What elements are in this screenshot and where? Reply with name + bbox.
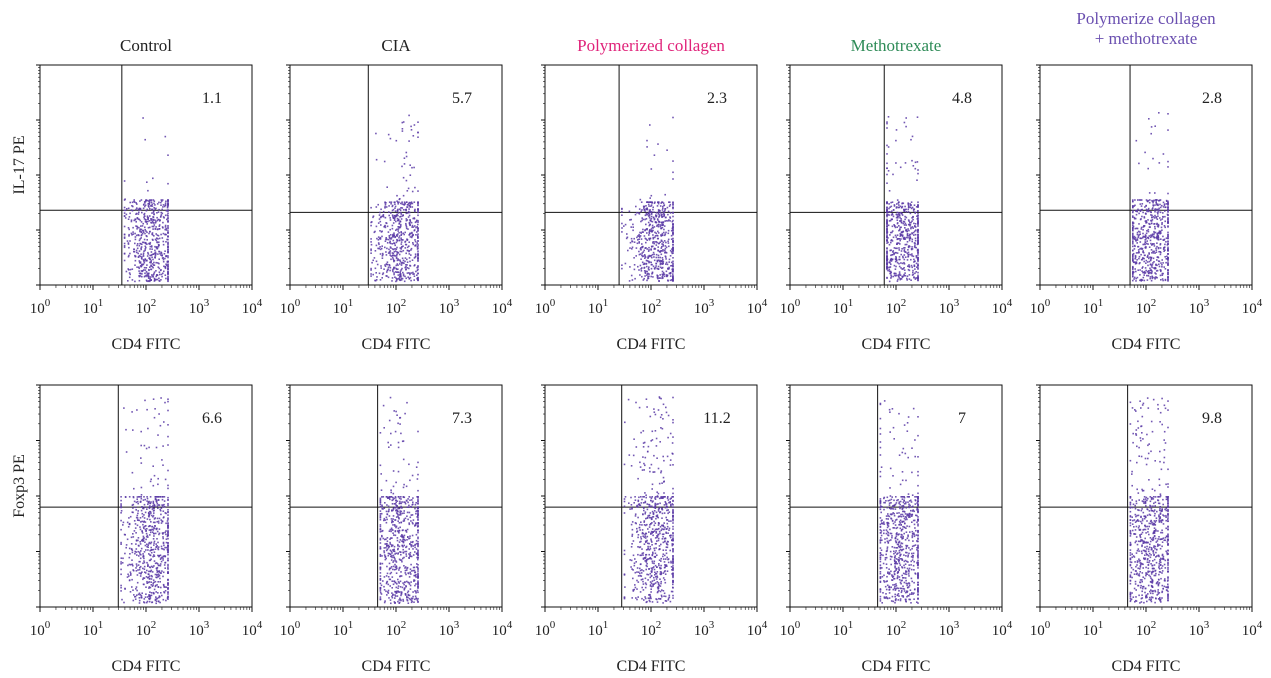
x-tick-label: 100 <box>30 619 51 639</box>
x-tick-label: 100 <box>280 297 301 317</box>
cell-population-dots <box>621 116 674 282</box>
cell-population-dots <box>886 116 919 283</box>
x-tick-label: 101 <box>83 619 104 639</box>
cell-population-dots <box>623 396 674 604</box>
x-tick-label: 102 <box>886 619 907 639</box>
x-tick-label: 100 <box>280 619 301 639</box>
x-axis-label: CD4 FITC <box>617 336 686 353</box>
x-axis-label: CD4 FITC <box>862 658 931 675</box>
x-tick-label: 104 <box>992 297 1013 317</box>
x-tick-label: 100 <box>30 297 51 317</box>
x-axis-label: CD4 FITC <box>617 658 686 675</box>
x-tick-label: 103 <box>1189 619 1210 639</box>
cell-population-dots <box>120 397 169 605</box>
x-tick-label: 100 <box>780 619 801 639</box>
quadrant-percentage-label: 1.1 <box>202 90 222 107</box>
x-tick-label: 101 <box>1083 619 1104 639</box>
cell-population-dots <box>123 117 169 283</box>
x-tick-label: 101 <box>333 297 354 317</box>
x-tick-label: 101 <box>1083 297 1104 317</box>
cell-population-dots <box>879 400 919 604</box>
quadrant-percentage-label: 7.3 <box>452 410 472 427</box>
x-tick-label: 102 <box>136 297 157 317</box>
x-tick-label: 103 <box>694 297 715 317</box>
x-tick-label: 104 <box>747 297 768 317</box>
column-title: Methotrexate <box>851 36 942 55</box>
x-tick-label: 104 <box>492 619 513 639</box>
x-axis-label: CD4 FITC <box>112 658 181 675</box>
x-tick-label: 104 <box>1242 297 1263 317</box>
x-tick-label: 101 <box>833 297 854 317</box>
x-tick-label: 103 <box>939 297 960 317</box>
cell-population-dots <box>370 114 419 283</box>
quadrant-percentage-label: 2.3 <box>707 90 727 107</box>
x-axis-label: CD4 FITC <box>1112 336 1181 353</box>
x-tick-label: 101 <box>588 619 609 639</box>
row-label: IL-17 PE <box>11 135 28 194</box>
x-tick-label: 100 <box>1030 619 1051 639</box>
x-axis-label: CD4 FITC <box>362 658 431 675</box>
x-tick-label: 101 <box>333 619 354 639</box>
x-tick-label: 104 <box>242 297 263 317</box>
x-axis-label: CD4 FITC <box>862 336 931 353</box>
x-tick-label: 102 <box>641 619 662 639</box>
column-title: Control <box>120 36 172 55</box>
x-tick-label: 102 <box>136 619 157 639</box>
x-tick-label: 104 <box>992 619 1013 639</box>
quadrant-percentage-label: 5.7 <box>452 90 472 107</box>
x-tick-label: 102 <box>386 619 407 639</box>
x-tick-label: 103 <box>439 619 460 639</box>
x-tick-label: 100 <box>535 297 556 317</box>
x-tick-label: 103 <box>439 297 460 317</box>
x-tick-label: 101 <box>588 297 609 317</box>
x-axis-label: CD4 FITC <box>112 336 181 353</box>
quadrant-percentage-label: 9.8 <box>1202 410 1222 427</box>
x-tick-label: 100 <box>1030 297 1051 317</box>
x-tick-label: 104 <box>492 297 513 317</box>
x-tick-label: 101 <box>83 297 104 317</box>
x-tick-label: 102 <box>1136 619 1157 639</box>
x-tick-label: 100 <box>780 297 801 317</box>
x-tick-label: 104 <box>747 619 768 639</box>
quadrant-percentage-label: 2.8 <box>1202 90 1222 107</box>
x-tick-label: 103 <box>189 297 210 317</box>
x-tick-label: 103 <box>694 619 715 639</box>
quadrant-percentage-label: 7 <box>958 410 966 427</box>
x-tick-label: 104 <box>242 619 263 639</box>
cell-population-dots <box>1129 397 1169 604</box>
x-tick-label: 102 <box>641 297 662 317</box>
column-title: CIA <box>381 36 411 55</box>
x-tick-label: 103 <box>189 619 210 639</box>
x-tick-label: 101 <box>833 619 854 639</box>
quadrant-percentage-label: 4.8 <box>952 90 972 107</box>
x-axis-label: CD4 FITC <box>362 336 431 353</box>
x-tick-label: 100 <box>535 619 556 639</box>
x-tick-label: 102 <box>1136 297 1157 317</box>
x-tick-label: 103 <box>939 619 960 639</box>
column-title: Polymerized collagen <box>577 36 725 55</box>
column-title: Polymerize collagen <box>1076 9 1216 28</box>
row-label: Foxp3 PE <box>11 454 28 518</box>
quadrant-percentage-label: 6.6 <box>202 410 222 427</box>
cell-population-dots <box>379 396 419 605</box>
x-axis-label: CD4 FITC <box>1112 658 1181 675</box>
x-tick-label: 102 <box>886 297 907 317</box>
x-tick-label: 103 <box>1189 297 1210 317</box>
x-tick-label: 104 <box>1242 619 1263 639</box>
cell-population-dots <box>1132 112 1169 282</box>
x-tick-label: 102 <box>386 297 407 317</box>
column-title: + methotrexate <box>1095 29 1198 48</box>
quadrant-percentage-label: 11.2 <box>703 410 730 427</box>
